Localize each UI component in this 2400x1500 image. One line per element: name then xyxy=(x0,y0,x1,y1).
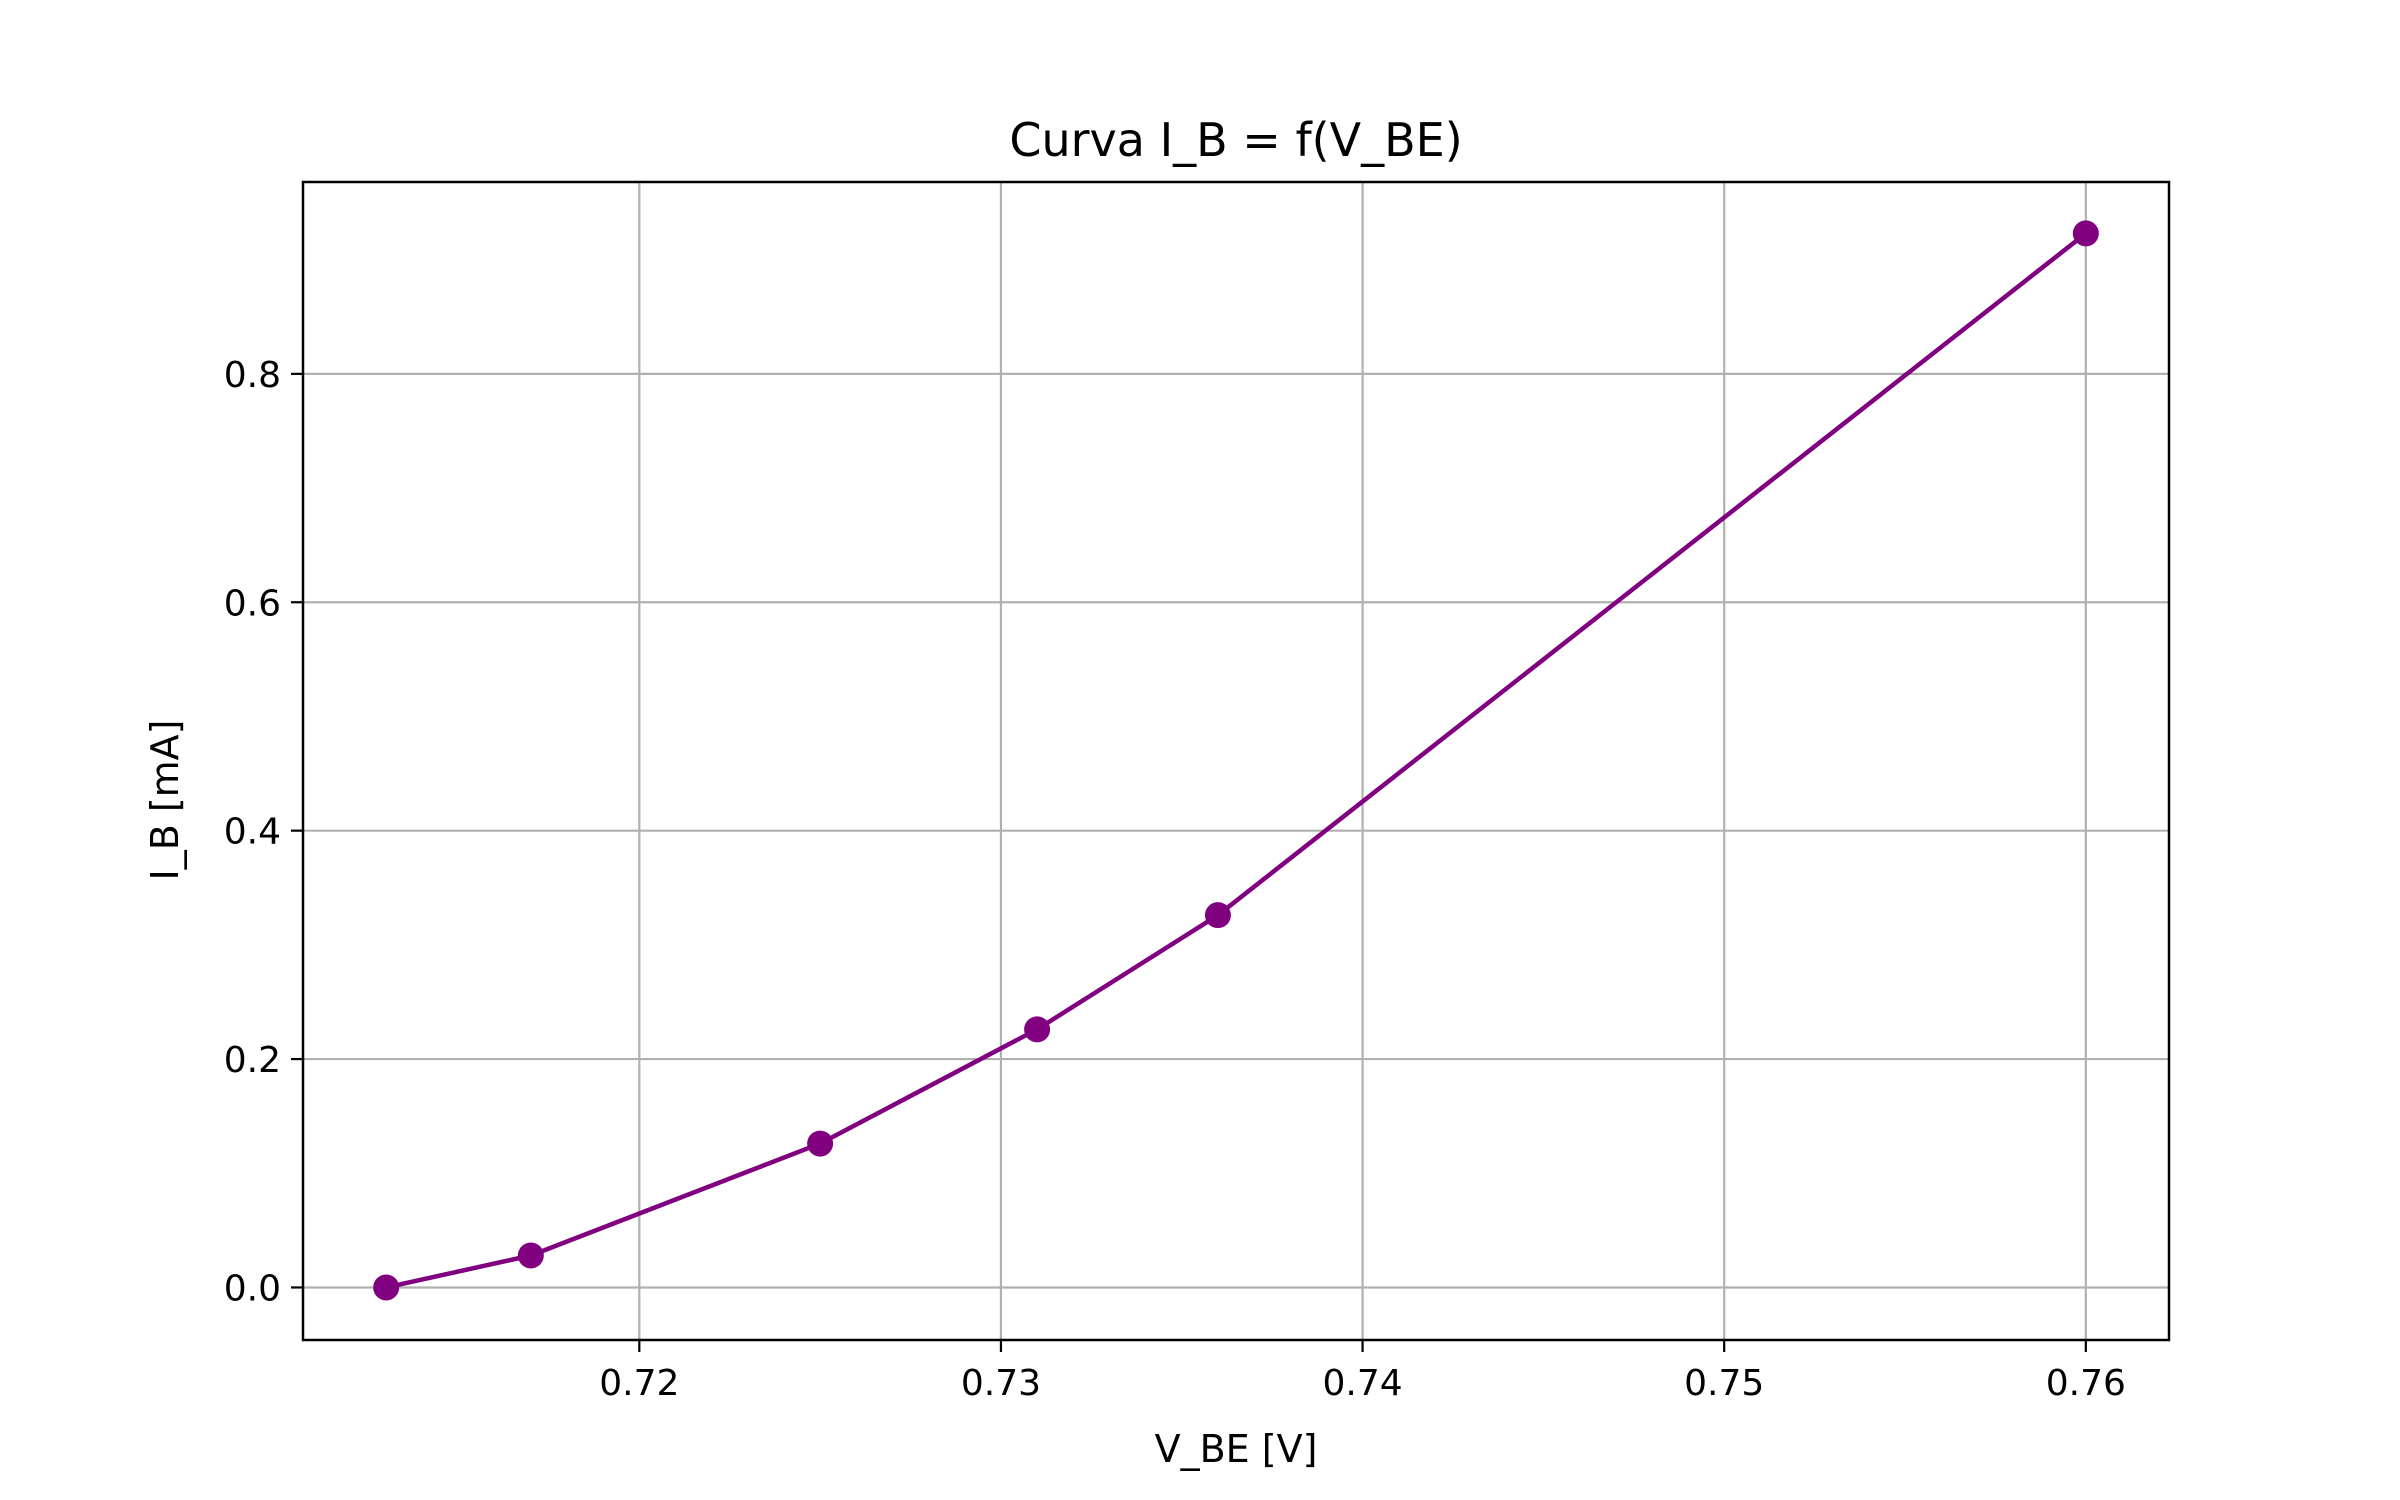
series-line xyxy=(385,231,2088,1290)
y-axis-label: I_B [mA] xyxy=(143,719,187,880)
chart-title: Curva I_B = f(V_BE) xyxy=(1009,113,1462,167)
y-tick-label: 0.2 xyxy=(224,1040,281,1081)
y-axis: 0.0 0.2 0.4 0.6 0.8 xyxy=(224,355,303,1309)
y-tick-label: 0.8 xyxy=(224,355,281,396)
x-axis: 0.72 0.73 0.74 0.75 0.76 xyxy=(599,1340,2126,1404)
data-point xyxy=(807,1130,834,1157)
x-tick-label: 0.72 xyxy=(599,1363,679,1404)
data-point xyxy=(1204,902,1231,929)
y-tick-label: 0.6 xyxy=(224,583,281,624)
data-point xyxy=(373,1274,400,1301)
y-tick-label: 0.0 xyxy=(224,1268,281,1309)
data-point xyxy=(1024,1016,1051,1043)
y-tick-label: 0.4 xyxy=(224,812,281,853)
x-tick-label: 0.76 xyxy=(2046,1363,2126,1404)
series-layer xyxy=(373,220,2099,1301)
x-tick-label: 0.74 xyxy=(1322,1363,1402,1404)
x-tick-label: 0.73 xyxy=(961,1363,1041,1404)
data-point xyxy=(2072,220,2099,247)
x-tick-label: 0.75 xyxy=(1684,1363,1764,1404)
data-point xyxy=(517,1242,544,1269)
plot-frame xyxy=(301,180,2171,1342)
x-axis-label: V_BE [V] xyxy=(1155,1427,1318,1471)
grid xyxy=(303,182,2169,1340)
